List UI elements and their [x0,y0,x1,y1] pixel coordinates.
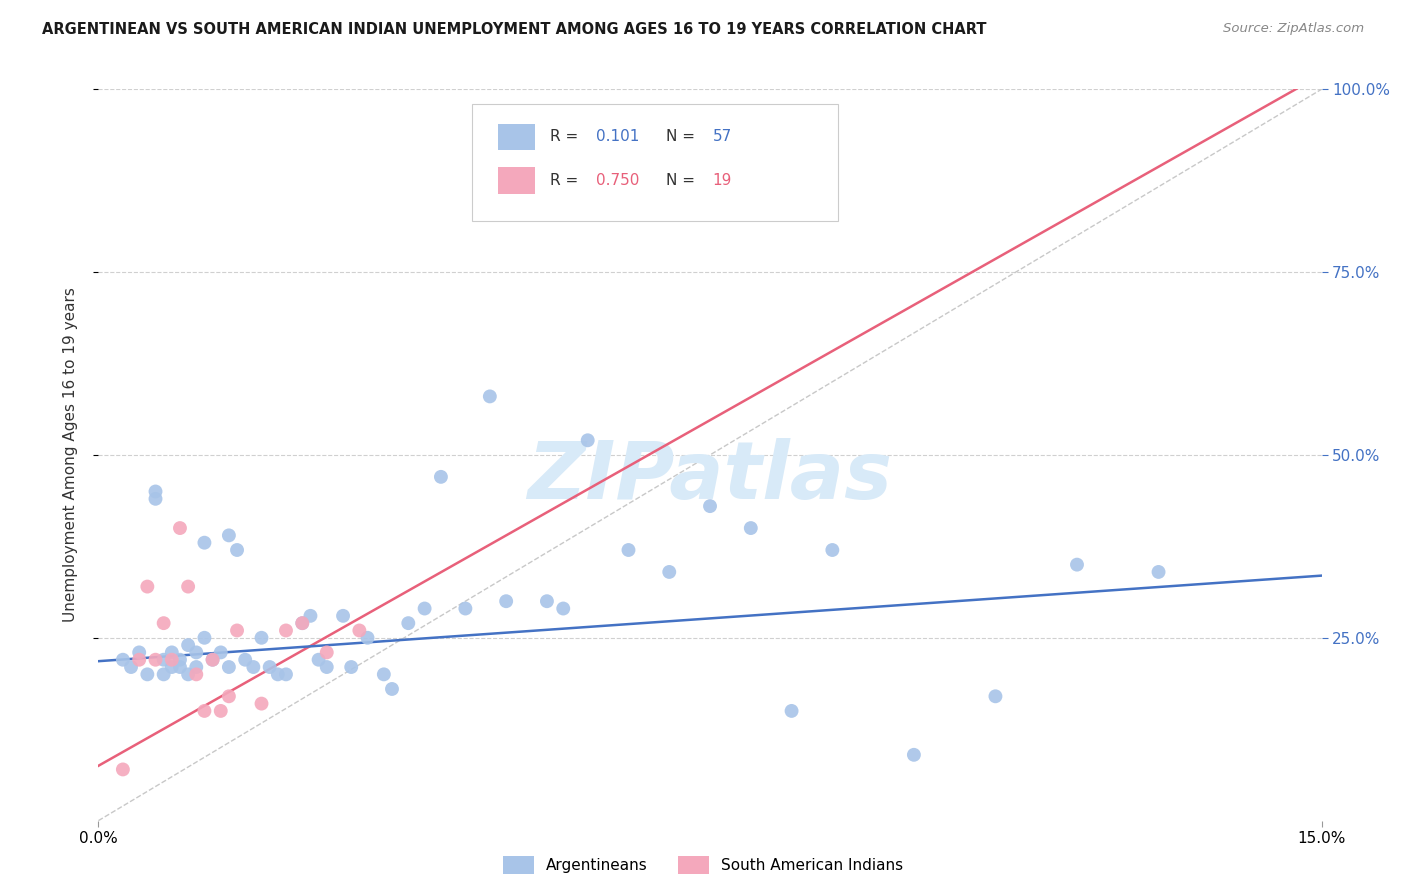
Point [186,660,208,674]
Point [193,535,215,549]
Point [1147,565,1170,579]
Point [478,389,501,403]
Point [658,565,681,579]
Point [152,616,174,631]
Text: 0.101: 0.101 [596,129,640,145]
Point [218,690,240,704]
Point [226,543,249,558]
Point [111,763,134,777]
Text: ZIPatlas: ZIPatlas [527,438,893,516]
Point [152,653,174,667]
Point [740,521,762,535]
Point [250,631,273,645]
Point [242,660,264,674]
Point [454,601,477,615]
Point [111,653,134,667]
Point [299,608,322,623]
Point [349,624,371,638]
Point [259,660,281,674]
Point [308,653,330,667]
Text: 57: 57 [713,129,731,145]
Point [267,667,290,681]
Point [218,528,240,542]
Text: 19: 19 [713,173,733,188]
Point [340,660,363,674]
Point [373,667,395,681]
Point [1066,558,1088,572]
Point [553,601,575,615]
Text: Source: ZipAtlas.com: Source: ZipAtlas.com [1223,22,1364,36]
Point [233,653,256,667]
Point [169,660,191,674]
Point [193,704,215,718]
Point [536,594,558,608]
Point [274,667,297,681]
Point [291,616,314,631]
Point [128,653,150,667]
Point [169,653,191,667]
Point [209,704,232,718]
Point [780,704,803,718]
Point [145,484,167,499]
Point [145,491,167,506]
Point [821,543,844,558]
Point [226,624,249,638]
Point [186,667,208,681]
Point [152,667,174,681]
Text: N =: N = [666,173,700,188]
Point [160,660,183,674]
Point [201,653,224,667]
Point [315,645,337,659]
Point [315,660,337,674]
FancyBboxPatch shape [471,103,838,221]
Text: 0.750: 0.750 [596,173,640,188]
Point [495,594,517,608]
Point [120,660,142,674]
Y-axis label: Unemployment Among Ages 16 to 19 years: Unemployment Among Ages 16 to 19 years [63,287,77,623]
Point [177,580,200,594]
Text: N =: N = [666,129,700,145]
Point [136,580,159,594]
Point [136,667,159,681]
Point [274,624,297,638]
Point [250,697,273,711]
Point [209,645,232,659]
Point [381,681,404,696]
Point [699,499,721,513]
Point [617,543,640,558]
FancyBboxPatch shape [498,124,536,150]
Point [201,653,224,667]
Point [356,631,378,645]
Text: R =: R = [550,129,583,145]
Point [576,434,599,448]
Point [396,616,419,631]
FancyBboxPatch shape [498,168,536,194]
Point [291,616,314,631]
Point [218,660,240,674]
Point [169,521,191,535]
Point [128,645,150,659]
Point [145,653,167,667]
Point [177,667,200,681]
Point [160,645,183,659]
Point [160,653,183,667]
Point [984,690,1007,704]
Legend: Argentineans, South American Indians: Argentineans, South American Indians [496,850,910,880]
Text: R =: R = [550,173,583,188]
Text: ARGENTINEAN VS SOUTH AMERICAN INDIAN UNEMPLOYMENT AMONG AGES 16 TO 19 YEARS CORR: ARGENTINEAN VS SOUTH AMERICAN INDIAN UNE… [42,22,987,37]
Point [430,470,453,484]
Point [903,747,925,762]
Point [332,608,354,623]
Point [177,638,200,652]
Point [186,645,208,659]
Point [413,601,436,615]
Point [193,631,215,645]
